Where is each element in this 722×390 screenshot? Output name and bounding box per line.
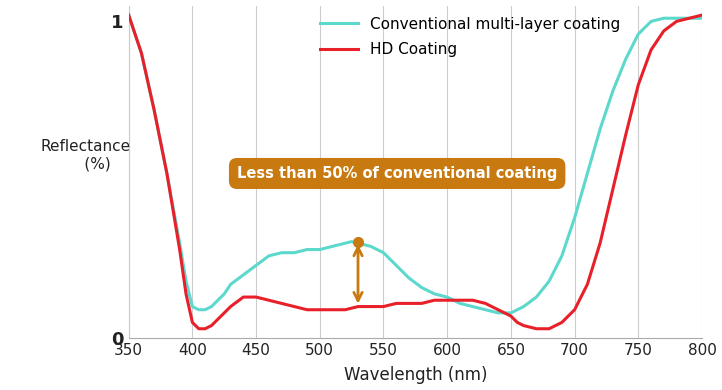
X-axis label: Wavelength (nm): Wavelength (nm) xyxy=(344,367,487,385)
Legend: Conventional multi-layer coating, HD Coating: Conventional multi-layer coating, HD Coa… xyxy=(320,16,620,57)
Conventional multi-layer coating xyxy=(659,16,668,21)
Conventional multi-layer coating xyxy=(303,247,311,252)
Conventional multi-layer coating xyxy=(481,307,490,312)
Line: Conventional multi-layer coating: Conventional multi-layer coating xyxy=(129,15,702,313)
Conventional multi-layer coating xyxy=(697,16,706,21)
HD Coating xyxy=(290,304,299,309)
HD Coating xyxy=(507,314,516,318)
Text: Less than 50% of conventional coating: Less than 50% of conventional coating xyxy=(237,166,557,181)
HD Coating xyxy=(124,13,133,18)
Conventional multi-layer coating xyxy=(367,244,375,249)
HD Coating xyxy=(194,326,203,331)
Conventional multi-layer coating xyxy=(456,301,464,306)
Conventional multi-layer coating xyxy=(494,310,503,315)
HD Coating xyxy=(532,326,541,331)
HD Coating xyxy=(685,16,694,21)
Text: Reflectance
     (%): Reflectance (%) xyxy=(40,139,131,172)
HD Coating xyxy=(226,304,235,309)
Line: HD Coating: HD Coating xyxy=(129,15,702,329)
Conventional multi-layer coating xyxy=(175,241,184,246)
HD Coating xyxy=(277,301,286,306)
HD Coating xyxy=(697,13,706,18)
Conventional multi-layer coating xyxy=(124,13,133,18)
